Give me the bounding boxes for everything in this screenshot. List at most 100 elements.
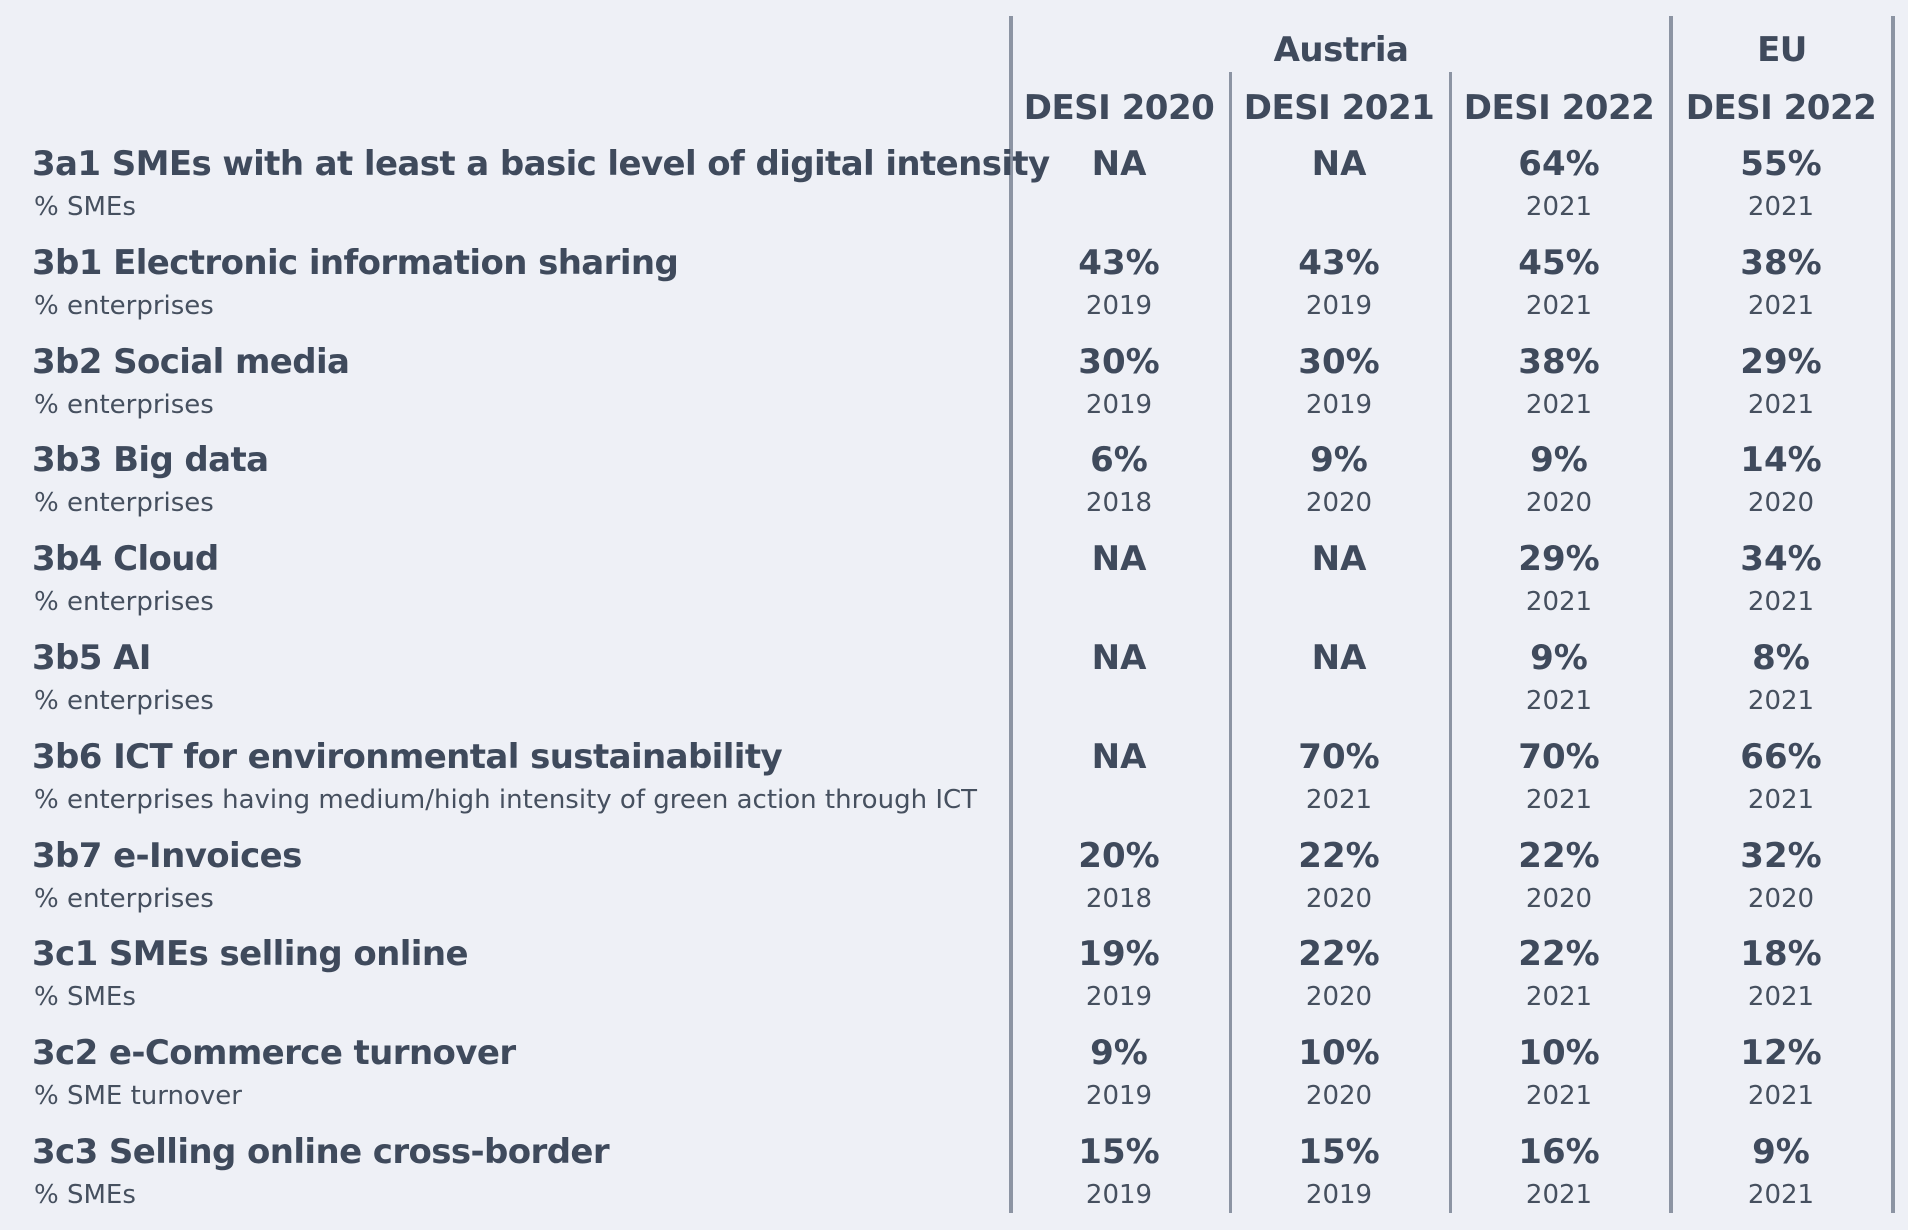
table-row: 3b1 Electronic information sharing % ente…: [0, 243, 1908, 341]
row-label: 3a1 SMEs with at least a basic level of …: [32, 144, 1050, 184]
cell-value-austria-desi-2022: 10%: [1518, 1033, 1600, 1073]
cell-year-eu-desi-2022: 2021: [1747, 785, 1815, 815]
cell-year-austria-desi-2020: 2019: [1085, 1180, 1153, 1210]
cell-value-austria-desi-2021: 10%: [1298, 1033, 1380, 1073]
eu-group-header: EU: [1757, 30, 1807, 70]
cell-value-austria-desi-2021: 43%: [1298, 243, 1380, 283]
row-unit: % SMEs: [34, 1180, 136, 1210]
cell-year-austria-desi-2020: 2018: [1085, 488, 1153, 518]
row-unit: % enterprises having medium/high intensi…: [34, 785, 978, 815]
cell-year-austria-desi-2020: 2019: [1085, 390, 1153, 420]
cell-value-austria-desi-2020: 30%: [1078, 342, 1160, 382]
cell-year-austria-desi-2022: 2021: [1525, 982, 1593, 1012]
cell-value-eu-desi-2022: 34%: [1740, 539, 1822, 579]
row-unit: % SMEs: [34, 192, 136, 222]
cell-value-austria-desi-2020: 20%: [1078, 836, 1160, 876]
row-label: 3b2 Social media: [32, 342, 350, 382]
cell-value-austria-desi-2021: 70%: [1298, 737, 1380, 777]
row-unit: % enterprises: [34, 390, 214, 420]
row-label: 3c1 SMEs selling online: [32, 934, 469, 974]
cell-year-austria-desi-2022: 2021: [1525, 1081, 1593, 1111]
row-unit: % enterprises: [34, 884, 214, 914]
column-divider-2021: [1229, 72, 1232, 1213]
column-header-austria-desi-2022: DESI 2022: [1463, 88, 1655, 128]
row-label: 3b4 Cloud: [32, 539, 219, 579]
cell-value-austria-desi-2022: 9%: [1530, 638, 1588, 678]
cell-value-austria-desi-2022: 9%: [1530, 440, 1588, 480]
cell-year-austria-desi-2022: 2021: [1525, 686, 1593, 716]
cell-value-austria-desi-2020: 43%: [1078, 243, 1160, 283]
eu-left-divider: [1669, 16, 1673, 1213]
row-unit: % enterprises: [34, 686, 214, 716]
cell-value-austria-desi-2022: 29%: [1518, 539, 1600, 579]
table-row: 3b6 ICT for environmental sustainability…: [0, 737, 1908, 835]
table-row: 3b4 Cloud % enterprises NA NA 29% 2021 34% 2021: [0, 539, 1908, 637]
austria-group-header: Austria: [1273, 30, 1409, 70]
cell-value-austria-desi-2020: NA: [1091, 144, 1147, 184]
row-unit: % enterprises: [34, 587, 214, 617]
cell-year-austria-desi-2020: 2019: [1085, 1081, 1153, 1111]
column-header-austria-desi-2021: DESI 2021: [1243, 88, 1435, 128]
row-unit: % SME turnover: [34, 1081, 242, 1111]
cell-value-austria-desi-2020: NA: [1091, 539, 1147, 579]
cell-year-austria-desi-2020: 2019: [1085, 982, 1153, 1012]
column-divider-2022: [1449, 72, 1452, 1213]
cell-year-austria-desi-2022: 2020: [1525, 488, 1593, 518]
cell-value-eu-desi-2022: 14%: [1740, 440, 1822, 480]
table-row: 3b5 AI % enterprises NA NA 9% 2021 8% 2021: [0, 638, 1908, 736]
cell-value-eu-desi-2022: 66%: [1740, 737, 1822, 777]
column-header-eu-desi-2022: DESI 2022: [1685, 88, 1877, 128]
cell-value-austria-desi-2022: 45%: [1518, 243, 1600, 283]
cell-year-austria-desi-2020: 2018: [1085, 884, 1153, 914]
row-unit: % enterprises: [34, 488, 214, 518]
cell-year-austria-desi-2022: 2021: [1525, 291, 1593, 321]
cell-value-austria-desi-2021: 22%: [1298, 836, 1380, 876]
cell-value-eu-desi-2022: 8%: [1752, 638, 1810, 678]
cell-year-austria-desi-2021: 2021: [1305, 785, 1373, 815]
cell-value-austria-desi-2022: 16%: [1518, 1132, 1600, 1172]
row-unit: % enterprises: [34, 291, 214, 321]
cell-year-eu-desi-2022: 2021: [1747, 192, 1815, 222]
cell-year-eu-desi-2022: 2021: [1747, 686, 1815, 716]
table-row: 3b3 Big data % enterprises 6% 2018 9% 2020 9% 2…: [0, 440, 1908, 538]
cell-value-eu-desi-2022: 29%: [1740, 342, 1822, 382]
row-unit: % SMEs: [34, 982, 136, 1012]
cell-year-austria-desi-2021: 2019: [1305, 1180, 1373, 1210]
cell-value-austria-desi-2020: 15%: [1078, 1132, 1160, 1172]
cell-year-eu-desi-2022: 2021: [1747, 1180, 1815, 1210]
cell-value-austria-desi-2021: NA: [1311, 539, 1367, 579]
cell-value-austria-desi-2021: NA: [1311, 638, 1367, 678]
row-label: 3b3 Big data: [32, 440, 269, 480]
cell-value-austria-desi-2020: 19%: [1078, 934, 1160, 974]
cell-value-austria-desi-2022: 70%: [1518, 737, 1600, 777]
table-row: 3c3 Selling online cross-border % SMEs 15%…: [0, 1132, 1908, 1230]
table-row: 3c1 SMEs selling online % SMEs 19% 2019 22% 2…: [0, 934, 1908, 1032]
cell-value-austria-desi-2021: 30%: [1298, 342, 1380, 382]
row-label: 3c2 e-Commerce turnover: [32, 1033, 516, 1073]
cell-value-austria-desi-2020: 9%: [1090, 1033, 1148, 1073]
cell-value-austria-desi-2021: NA: [1311, 144, 1367, 184]
cell-value-eu-desi-2022: 12%: [1740, 1033, 1822, 1073]
row-label: 3b1 Electronic information sharing: [32, 243, 679, 283]
cell-year-eu-desi-2022: 2021: [1747, 587, 1815, 617]
austria-left-divider: [1009, 16, 1013, 1213]
cell-year-austria-desi-2021: 2020: [1305, 488, 1373, 518]
row-label: 3b6 ICT for environmental sustainability: [32, 737, 783, 777]
cell-value-eu-desi-2022: 18%: [1740, 934, 1822, 974]
cell-year-austria-desi-2021: 2020: [1305, 982, 1373, 1012]
row-label: 3b7 e-Invoices: [32, 836, 302, 876]
cell-value-austria-desi-2022: 64%: [1518, 144, 1600, 184]
row-label: 3c3 Selling online cross-border: [32, 1132, 610, 1172]
table-row: 3c2 e-Commerce turnover % SME turnover 9% 2…: [0, 1033, 1908, 1131]
cell-year-austria-desi-2021: 2020: [1305, 1081, 1373, 1111]
cell-year-austria-desi-2021: 2019: [1305, 390, 1373, 420]
cell-value-eu-desi-2022: 55%: [1740, 144, 1822, 184]
table-row: 3a1 SMEs with at least a basic level of …: [0, 144, 1908, 242]
cell-value-austria-desi-2020: 6%: [1090, 440, 1148, 480]
cell-year-austria-desi-2022: 2020: [1525, 884, 1593, 914]
cell-year-eu-desi-2022: 2021: [1747, 291, 1815, 321]
cell-value-austria-desi-2021: 9%: [1310, 440, 1368, 480]
cell-value-eu-desi-2022: 38%: [1740, 243, 1822, 283]
cell-year-austria-desi-2022: 2021: [1525, 192, 1593, 222]
cell-year-austria-desi-2021: 2019: [1305, 291, 1373, 321]
